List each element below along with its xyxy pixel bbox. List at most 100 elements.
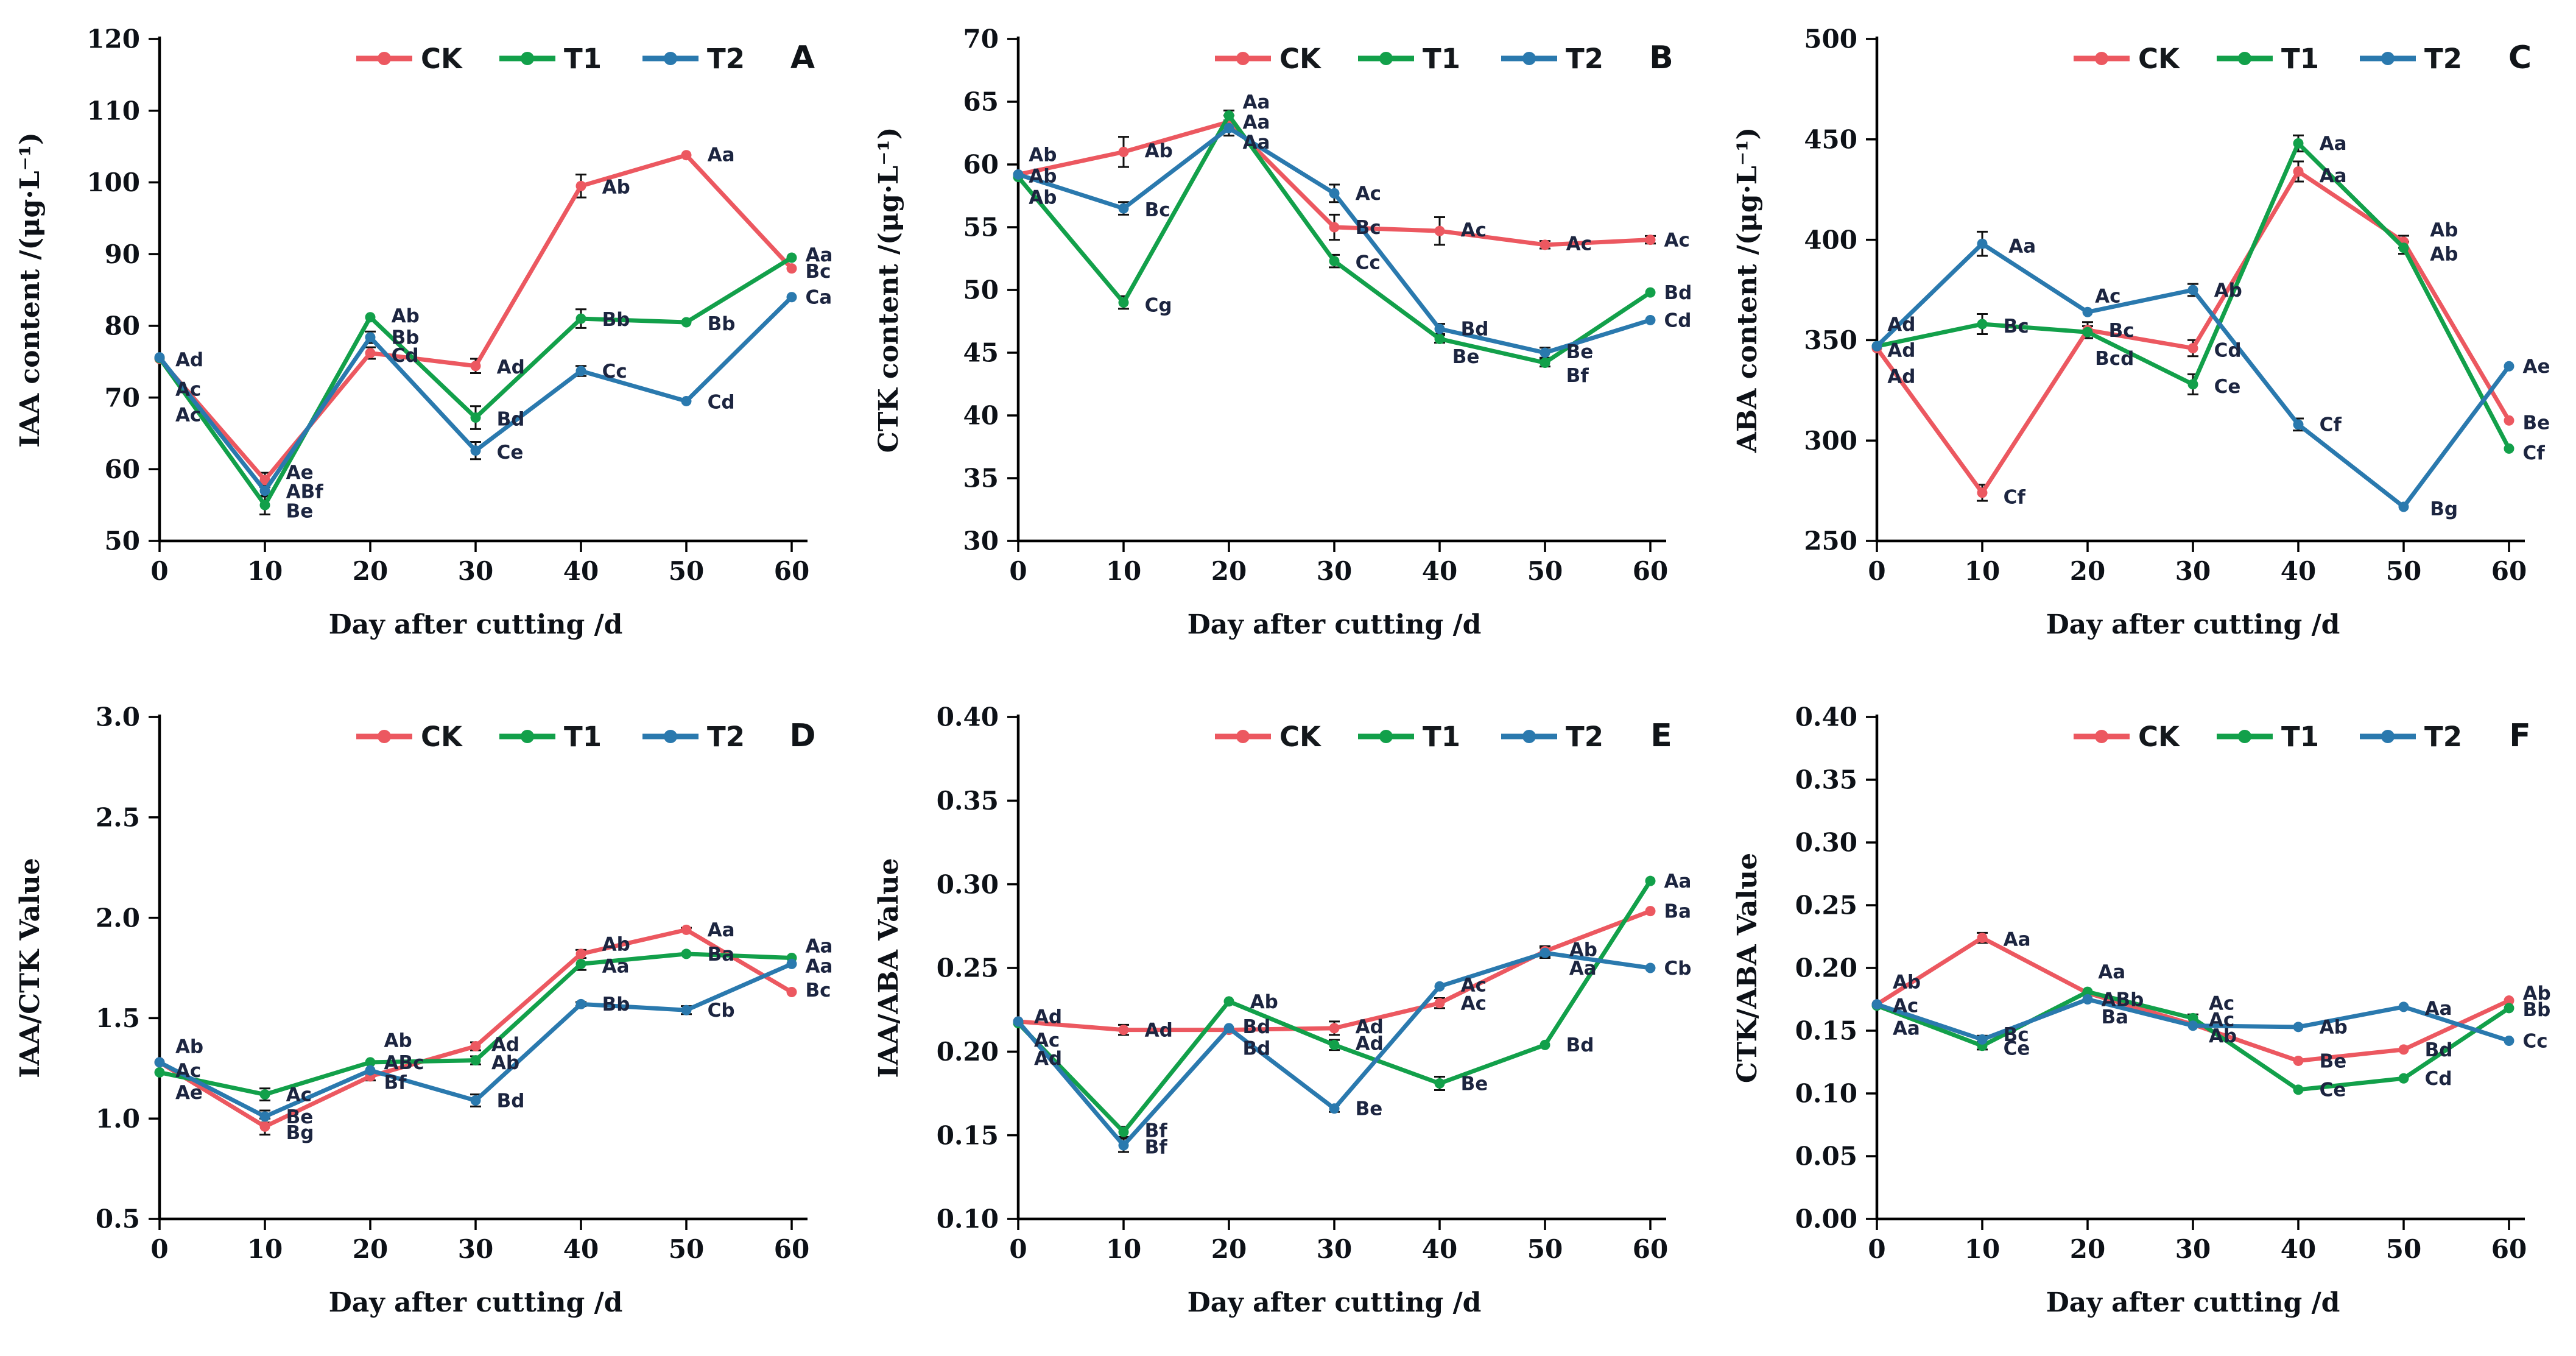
series-point-T2-day20	[365, 332, 376, 343]
x-tick-label: 20	[2070, 556, 2105, 586]
series-point-T2-day30	[470, 445, 481, 456]
y-tick-label: 0.20	[937, 1037, 999, 1067]
significance-label: Aa	[2098, 961, 2125, 983]
y-tick-label: 70	[105, 383, 140, 412]
significance-label: Aa	[1242, 132, 1270, 154]
series-point-T2-day30	[1329, 188, 1340, 199]
legend-label: CK	[2138, 721, 2181, 753]
legend-marker-dot	[2095, 52, 2108, 65]
significance-label: Ad	[491, 1034, 519, 1056]
y-tick-label: 0.25	[937, 953, 999, 983]
y-tick-label: 250	[1804, 526, 1857, 556]
panel-letter-F: F	[2509, 718, 2531, 754]
series-point-T2-day0	[1013, 169, 1024, 180]
significance-label: Ab	[392, 305, 420, 327]
legend-item-T1: T1	[2217, 43, 2319, 75]
y-tick-label: 0.30	[1795, 828, 1857, 858]
legend-marker-dot	[1379, 730, 1393, 743]
series-point-T2-day40	[1434, 981, 1445, 992]
series-point-T1-day50	[681, 948, 692, 959]
significance-label: Ca	[805, 287, 832, 309]
series-point-T2-day20	[1223, 1023, 1234, 1034]
legend-marker-dot	[664, 730, 677, 743]
series-point-T2-day40	[1434, 323, 1445, 334]
significance-label: Aa	[805, 244, 832, 266]
legend-label: T2	[2424, 43, 2462, 75]
significance-label: Ab	[2320, 1017, 2348, 1039]
y-tick-label: 90	[105, 239, 140, 269]
legend-label: CK	[1279, 43, 1322, 75]
significance-label: Bg	[2430, 498, 2458, 520]
significance-label: Ce	[2320, 1079, 2346, 1101]
significance-label: Ad	[1356, 1033, 1384, 1054]
series-point-CK-day10	[1977, 933, 1988, 944]
significance-label: Cd	[708, 391, 735, 413]
x-tick-label: 30	[458, 1234, 493, 1264]
y-tick-label: 0.35	[1795, 765, 1857, 795]
series-point-T2-day20	[365, 1065, 376, 1076]
significance-label: Ac	[1461, 974, 1487, 996]
significance-label: Ad	[1887, 340, 1915, 362]
legend-item-T2: T2	[1501, 43, 1603, 75]
x-tick-label: 50	[1527, 556, 1563, 586]
legend-item-CK: CK	[1215, 721, 1322, 753]
legend-label: T2	[1566, 43, 1603, 75]
significance-label: Aa	[2320, 133, 2347, 155]
y-tick-label: 0.00	[1795, 1204, 1857, 1234]
significance-label: Cd	[392, 345, 419, 367]
series-point-T1-day10	[259, 500, 270, 510]
legend-marker-dot	[664, 52, 677, 65]
legend-item-CK: CK	[2074, 721, 2181, 753]
legend-item-T2: T2	[642, 721, 745, 753]
significance-label: Ac	[175, 404, 201, 426]
series-point-T2-day10	[1977, 1034, 1988, 1045]
significance-label: Ce	[2214, 376, 2241, 398]
series-point-T2-day50	[2398, 501, 2409, 512]
series-point-T2-day60	[1645, 962, 1656, 973]
series-point-CK-day50	[681, 924, 692, 935]
x-tick-label: 30	[2175, 556, 2211, 586]
legend-item-CK: CK	[1215, 43, 1322, 75]
y-tick-label: 450	[1804, 125, 1857, 155]
series-point-T2-day60	[2504, 1035, 2514, 1046]
series-point-T2-day50	[1540, 347, 1550, 358]
significance-label: Bb	[602, 994, 630, 1015]
legend-label: T1	[1423, 721, 1460, 753]
series-line-T1	[1874, 989, 2511, 1092]
series-point-T2-day40	[575, 998, 586, 1009]
panel-letter-D: D	[789, 718, 815, 754]
series-point-T1-day20	[365, 312, 376, 323]
x-axis-title: Day after cutting /d	[1188, 609, 1482, 640]
x-tick-label: 50	[1527, 1234, 1563, 1264]
y-tick-label: 0.5	[96, 1204, 140, 1234]
y-tick-label: 500	[1804, 24, 1857, 54]
y-tick-label: 70	[963, 24, 999, 54]
series-point-CK-day40	[2293, 166, 2304, 177]
panel-E: 0.10 0.15 0.20 0.25 0.30 0.35 0.40 0 10 20 30 40 50 6…	[859, 678, 1717, 1356]
series-point-T2-day60	[2504, 361, 2514, 372]
x-axis-title: Day after cutting /d	[2046, 609, 2340, 640]
series-point-T2-day10	[259, 1111, 270, 1122]
legend-label: T2	[1566, 721, 1603, 753]
series-point-CK-day60	[2504, 415, 2514, 426]
significance-label: ABc	[384, 1052, 424, 1074]
significance-label: Ab	[2214, 280, 2242, 302]
x-tick-label: 20	[2070, 1234, 2105, 1264]
significance-label: Ac	[1034, 1029, 1060, 1051]
y-tick-label: 0.20	[1795, 953, 1857, 983]
significance-label: Ab	[2430, 219, 2458, 241]
legend-marker-dot	[1522, 730, 1536, 743]
series-point-CK-day50	[2398, 1044, 2409, 1055]
series-point-T1-day30	[1329, 256, 1340, 267]
series-point-CK-day10	[259, 1121, 270, 1132]
significance-label: Bb	[2522, 999, 2550, 1021]
x-tick-label: 20	[1211, 556, 1247, 586]
chart-panel-A: 50 60 70 80 90 100 110 120 0 10 20 30 40 50 60 IAA cont…	[15, 24, 832, 640]
significance-label: Aa	[1242, 91, 1270, 113]
significance-label: Cd	[2214, 340, 2242, 362]
legend-marker-dot	[378, 52, 391, 65]
series-point-T1-day10	[1118, 297, 1129, 308]
x-tick-label: 60	[2491, 556, 2527, 586]
significance-label: Be	[2320, 1050, 2347, 1072]
